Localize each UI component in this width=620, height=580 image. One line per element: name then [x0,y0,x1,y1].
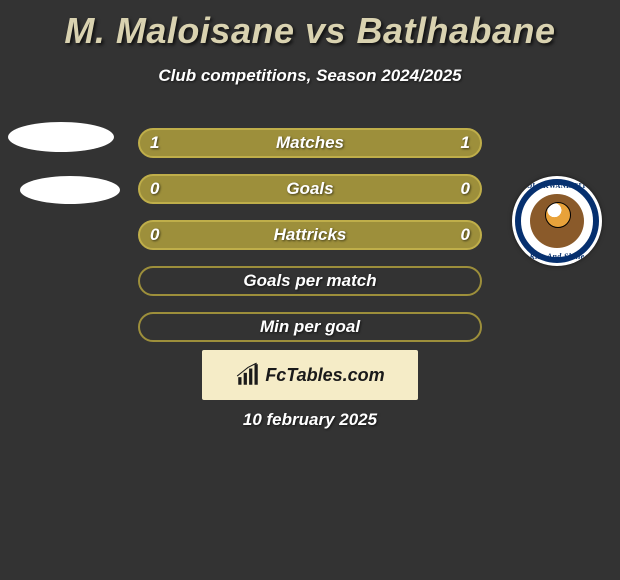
stat-value-left: 0 [150,174,159,204]
stat-row: Hattricks00 [0,212,620,258]
stat-row: Goals00 [0,166,620,212]
stat-bar [138,312,482,342]
stat-value-right: 0 [461,174,470,204]
stat-row: Min per goal [0,304,620,350]
stat-row: Matches11 [0,120,620,166]
brand-text: FcTables.com [265,365,384,386]
brand-box: FcTables.com [202,350,418,400]
date-text: 10 february 2025 [0,410,620,430]
stat-value-right: 1 [461,128,470,158]
stat-value-left: 0 [150,220,159,250]
page-title: M. Maloisane vs Batlhabane [0,0,620,52]
stat-bar [138,174,482,204]
stat-bar [138,266,482,296]
stat-value-right: 0 [461,220,470,250]
stat-value-left: 1 [150,128,159,158]
comparison-infographic: M. Maloisane vs Batlhabane Club competit… [0,0,620,580]
stat-row: Goals per match [0,258,620,304]
stat-bar [138,128,482,158]
stat-bar [138,220,482,250]
bar-chart-icon [235,362,261,388]
page-subtitle: Club competitions, Season 2024/2025 [0,52,620,86]
